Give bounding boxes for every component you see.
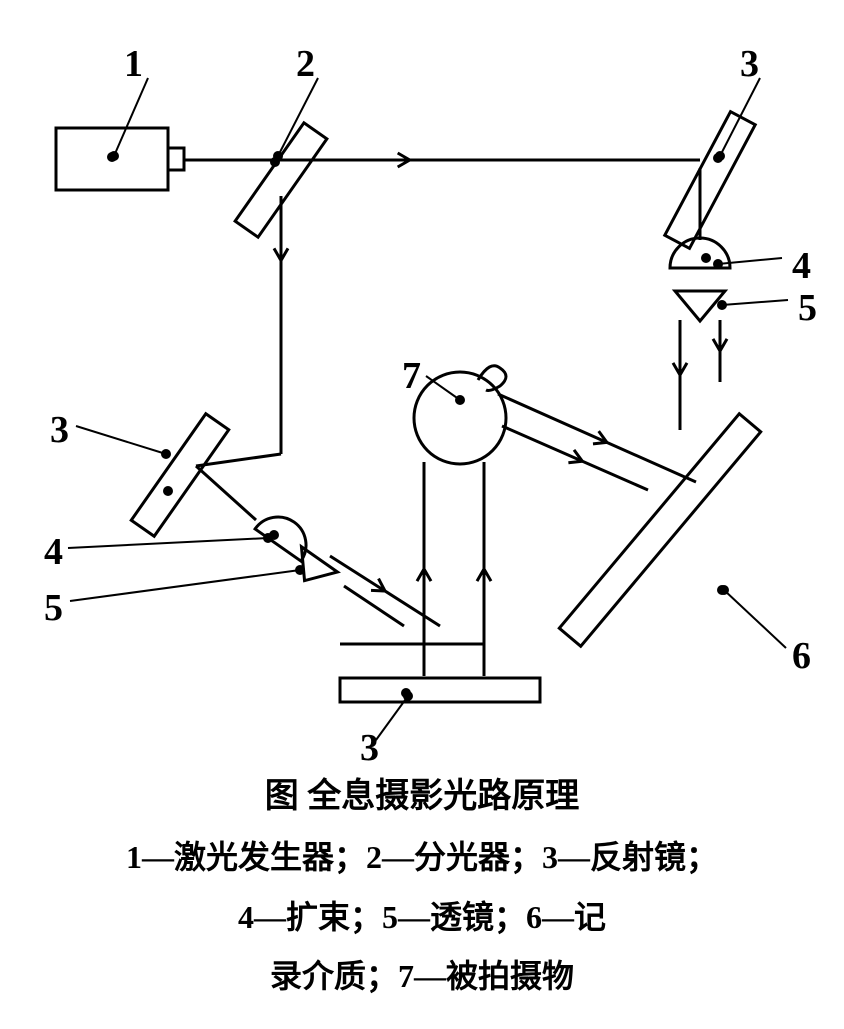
label-7: 7 xyxy=(402,354,421,398)
label-2: 2 xyxy=(296,42,315,86)
label-4-right: 4 xyxy=(792,244,811,288)
label-4-left: 4 xyxy=(44,530,63,574)
label-3-top-right: 3 xyxy=(740,42,759,86)
label-6: 6 xyxy=(792,634,811,678)
label-3-left: 3 xyxy=(50,408,69,452)
legend-line-1: 1—激光发生器；2—分光器；3—反射镜； xyxy=(0,832,844,883)
label-5-right: 5 xyxy=(798,286,817,330)
label-1: 1 xyxy=(124,42,143,86)
caption-area: 图 全息摄影光路原理 1—激光发生器；2—分光器；3—反射镜； 4—扩束；5—透… xyxy=(0,770,844,1010)
legend-line-3: 录介质；7—被拍摄物 xyxy=(0,951,844,1002)
label-3-bottom: 3 xyxy=(360,726,379,770)
figure-title: 图 全息摄影光路原理 xyxy=(0,770,844,824)
diagram-svg xyxy=(0,0,844,760)
optical-diagram: 1 2 3 3 3 4 4 5 5 6 7 xyxy=(0,0,844,760)
label-5-left: 5 xyxy=(44,586,63,630)
legend-line-2: 4—扩束；5—透镜；6—记 xyxy=(0,892,844,943)
